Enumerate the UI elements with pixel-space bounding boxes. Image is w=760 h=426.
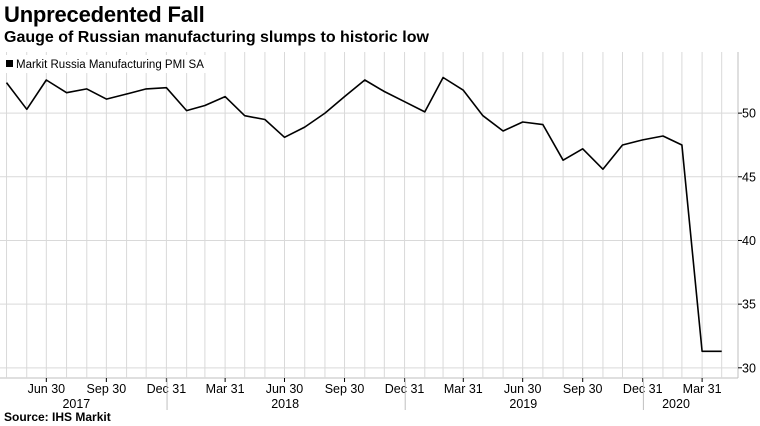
x-axis-ticks: Jun 30 Sep 30 Dec 31 Mar 31 Jun 30 Sep 30 Dec …: [28, 378, 722, 396]
year-label: 2019: [509, 397, 537, 411]
y-axis-ticks: 30 35 40 45 50: [738, 107, 756, 375]
year-labels: 2017 2018 2019 2020: [62, 378, 690, 411]
x-tick-label: Mar 31: [206, 382, 245, 396]
x-tick-label: Dec 31: [385, 382, 425, 396]
y-tick-label: 30: [742, 361, 756, 375]
year-label: 2020: [662, 397, 690, 411]
legend-swatch: [6, 60, 13, 67]
year-label: 2018: [271, 397, 299, 411]
grid-lines: [0, 52, 739, 379]
source-note: Source: IHS Markit: [4, 410, 111, 424]
x-tick-label: Mar 31: [444, 382, 483, 396]
legend-label: Markit Russia Manufacturing PMI SA: [16, 59, 204, 71]
y-tick-label: 40: [742, 234, 756, 248]
y-tick-label: 45: [742, 170, 756, 184]
series-line-pmi: [5, 76, 722, 353]
legend-background: [1, 55, 215, 73]
x-tick-label: Dec 31: [623, 382, 663, 396]
y-tick-label: 35: [742, 298, 756, 312]
x-tick-label: Mar 31: [683, 382, 722, 396]
x-tick-label: Jun 30: [28, 382, 66, 396]
chart-title: Unprecedented Fall: [4, 2, 205, 27]
y-tick-label: 50: [742, 107, 756, 121]
x-tick-label: Sep 30: [87, 382, 127, 396]
year-label: 2017: [62, 397, 90, 411]
x-tick-label: Jun 30: [504, 382, 542, 396]
x-tick-label: Jun 30: [266, 382, 304, 396]
x-tick-label: Sep 30: [563, 382, 603, 396]
x-tick-label: Dec 31: [147, 382, 187, 396]
chart-subtitle: Gauge of Russian manufacturing slumps to…: [4, 29, 429, 46]
x-tick-label: Sep 30: [325, 382, 365, 396]
series-group: [5, 76, 722, 353]
legend: Markit Russia Manufacturing PMI SA: [1, 55, 215, 73]
